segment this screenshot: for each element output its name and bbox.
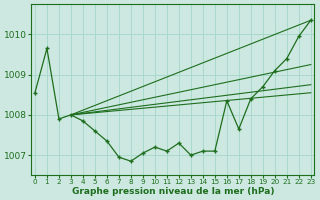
X-axis label: Graphe pression niveau de la mer (hPa): Graphe pression niveau de la mer (hPa) [72, 187, 274, 196]
